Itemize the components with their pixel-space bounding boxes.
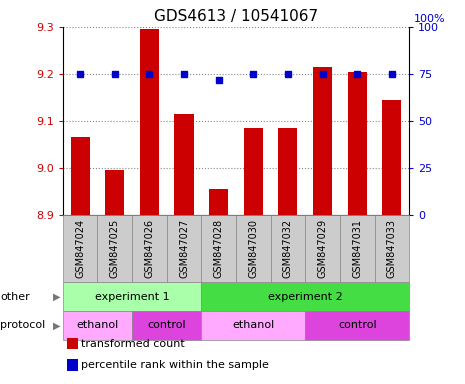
Bar <box>105 170 124 215</box>
Text: GSM847025: GSM847025 <box>110 219 120 278</box>
Text: ▶: ▶ <box>53 291 60 302</box>
Text: experiment 2: experiment 2 <box>268 291 343 302</box>
Text: GSM847033: GSM847033 <box>387 219 397 278</box>
Text: GSM847026: GSM847026 <box>144 219 154 278</box>
Text: GSM847029: GSM847029 <box>318 219 328 278</box>
Bar <box>382 100 401 215</box>
Text: GSM847031: GSM847031 <box>352 219 362 278</box>
Text: ▶: ▶ <box>53 320 60 331</box>
Text: control: control <box>338 320 377 331</box>
Text: ethanol: ethanol <box>76 320 119 331</box>
Bar <box>348 71 367 215</box>
Bar <box>279 128 298 215</box>
Bar <box>244 128 263 215</box>
Bar <box>313 67 332 215</box>
Text: GSM847024: GSM847024 <box>75 219 85 278</box>
Text: percentile rank within the sample: percentile rank within the sample <box>81 360 269 370</box>
Bar <box>140 29 159 215</box>
Text: ethanol: ethanol <box>232 320 274 331</box>
Title: GDS4613 / 10541067: GDS4613 / 10541067 <box>154 9 318 24</box>
Text: other: other <box>0 291 30 302</box>
Text: transformed count: transformed count <box>81 339 185 349</box>
Bar <box>209 189 228 215</box>
Text: GSM847027: GSM847027 <box>179 219 189 278</box>
Text: experiment 1: experiment 1 <box>95 291 169 302</box>
Text: GSM847032: GSM847032 <box>283 219 293 278</box>
Text: 100%: 100% <box>413 14 445 24</box>
Bar <box>174 114 193 215</box>
Text: control: control <box>147 320 186 331</box>
Text: protocol: protocol <box>0 320 45 331</box>
Text: GSM847030: GSM847030 <box>248 219 259 278</box>
Text: GSM847028: GSM847028 <box>213 219 224 278</box>
Bar <box>71 137 90 215</box>
